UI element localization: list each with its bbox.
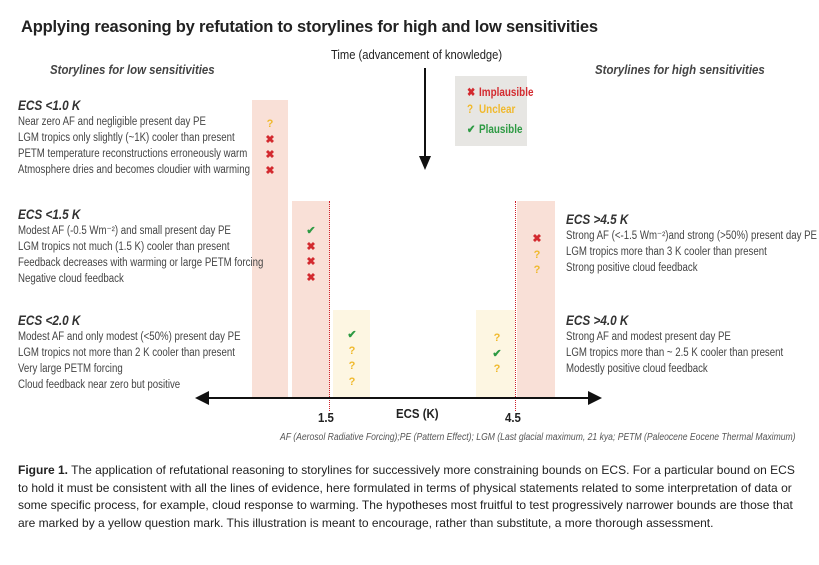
question-icon: ? [493, 363, 501, 375]
cross-icon: ✖ [306, 240, 316, 253]
storyline-ecs-lt-1-0: ECS <1.0 K Near zero AF and negligible p… [18, 96, 250, 178]
storyline-heading: ECS <2.0 K [18, 312, 81, 328]
storyline-ecs-lt-2-0: ECS <2.0 K Modest AF and only modest (<5… [18, 311, 241, 393]
storyline-line: LGM tropics more than 3 K cooler than pr… [566, 246, 767, 258]
cross-icon: ✖ [467, 87, 476, 99]
storyline-line: LGM tropics only slightly (~1K) cooler t… [18, 132, 235, 144]
bar-ecs-lt-1-5 [292, 201, 330, 397]
cross-icon: ✖ [265, 164, 275, 177]
storyline-line: Atmosphere dries and becomes cloudier wi… [18, 164, 250, 176]
check-icon: ✔ [347, 329, 357, 341]
storyline-heading: ECS <1.5 K [18, 206, 81, 222]
storyline-line: PETM temperature reconstructions erroneo… [18, 148, 248, 160]
bound-line-4-5 [515, 201, 516, 411]
storyline-line: Near zero AF and negligible present day … [18, 116, 206, 128]
storyline-line: Modest AF and only modest (<50%) present… [18, 331, 241, 343]
storyline-line: Strong AF (<-1.5 Wm⁻²)and strong (>50%) … [566, 230, 818, 242]
caption-text: The application of refutational reasonin… [18, 463, 795, 530]
storyline-line: Modest AF (-0.5 Wm⁻²) and small present … [18, 225, 231, 237]
ecs-axis-line [200, 397, 592, 399]
cross-icon: ✖ [265, 149, 275, 161]
storyline-line: LGM tropics not more than 2 K cooler tha… [18, 347, 235, 359]
bar-ecs-lt-2-0 [333, 310, 370, 397]
figure-caption: Figure 1. The application of refutationa… [18, 462, 798, 532]
storyline-ecs-gt-4-5: ECS >4.5 K Strong AF (<-1.5 Wm⁻²)and str… [566, 210, 817, 276]
legend-item-implausible: ✖ Implausible [467, 85, 533, 99]
storyline-line: Feedback decreases with warming or large… [18, 257, 264, 269]
storyline-ecs-lt-1-5: ECS <1.5 K Modest AF (-0.5 Wm⁻²) and sma… [18, 205, 263, 287]
storyline-heading: ECS >4.5 K [566, 211, 629, 227]
question-icon: ? [266, 118, 274, 130]
bar-ecs-gt-4-5 [517, 201, 555, 397]
time-arrow-shaft [424, 68, 426, 158]
storyline-line: LGM tropics more than ~ 2.5 K cooler tha… [566, 347, 784, 359]
question-icon: ? [493, 332, 501, 344]
bound-line-1-5 [329, 201, 330, 411]
storyline-heading: ECS <1.0 K [18, 97, 81, 113]
cross-icon: ✖ [306, 271, 316, 284]
low-sensitivity-header: Storylines for low sensitivities [50, 62, 215, 77]
legend-item-unclear: ? Unclear [467, 104, 515, 116]
figure-title: Applying reasoning by refutation to stor… [21, 18, 598, 36]
storyline-line: Cloud feedback near zero but positive [18, 379, 181, 391]
tick-label-1-5: 1.5 [318, 410, 334, 425]
check-icon: ✔ [467, 124, 476, 136]
storyline-line: Very large PETM forcing [18, 363, 123, 375]
question-icon: ? [533, 264, 541, 276]
caption-label: Figure 1. [18, 463, 69, 477]
question-icon: ? [533, 248, 541, 261]
bar-ecs-gt-4-0 [476, 310, 515, 397]
question-icon: ? [348, 360, 356, 372]
storyline-line: Strong positive cloud feedback [566, 262, 698, 274]
tick-label-4-5: 4.5 [505, 410, 521, 425]
high-sensitivity-header: Storylines for high sensitivities [595, 62, 765, 77]
check-icon: ✔ [306, 225, 316, 237]
legend: ✖ Implausible ? Unclear ✔ Plausible [455, 76, 533, 146]
storyline-line: LGM tropics not much (1.5 K) cooler than… [18, 241, 230, 253]
legend-label: Plausible [479, 124, 523, 136]
storyline-line: Strong AF and modest present day PE [566, 331, 731, 343]
question-icon: ? [348, 344, 356, 357]
time-arrow-head-icon [419, 156, 431, 170]
bar-ecs-lt-1-0 [252, 100, 288, 397]
storyline-heading: ECS >4.0 K [566, 312, 629, 328]
arrow-right-icon [588, 391, 602, 405]
question-icon: ? [467, 104, 474, 116]
storyline-line: Modestly positive cloud feedback [566, 363, 708, 375]
legend-item-plausible: ✔ Plausible [467, 122, 522, 136]
cross-icon: ✖ [265, 133, 275, 146]
check-icon: ✔ [492, 347, 502, 360]
legend-label: Unclear [479, 104, 516, 116]
legend-label: Implausible [479, 87, 534, 99]
time-axis-label: Time (advancement of knowledge) [331, 47, 503, 62]
cross-icon: ✖ [532, 233, 542, 245]
abbreviations-note: AF (Aerosol Radiative Forcing);PE (Patte… [280, 432, 796, 443]
ecs-axis-title: ECS (K) [396, 406, 439, 421]
arrow-left-icon [195, 391, 209, 405]
storyline-line: Negative cloud feedback [18, 273, 124, 285]
question-icon: ? [348, 375, 356, 388]
storyline-ecs-gt-4-0: ECS >4.0 K Strong AF and modest present … [566, 311, 783, 377]
cross-icon: ✖ [306, 256, 316, 268]
